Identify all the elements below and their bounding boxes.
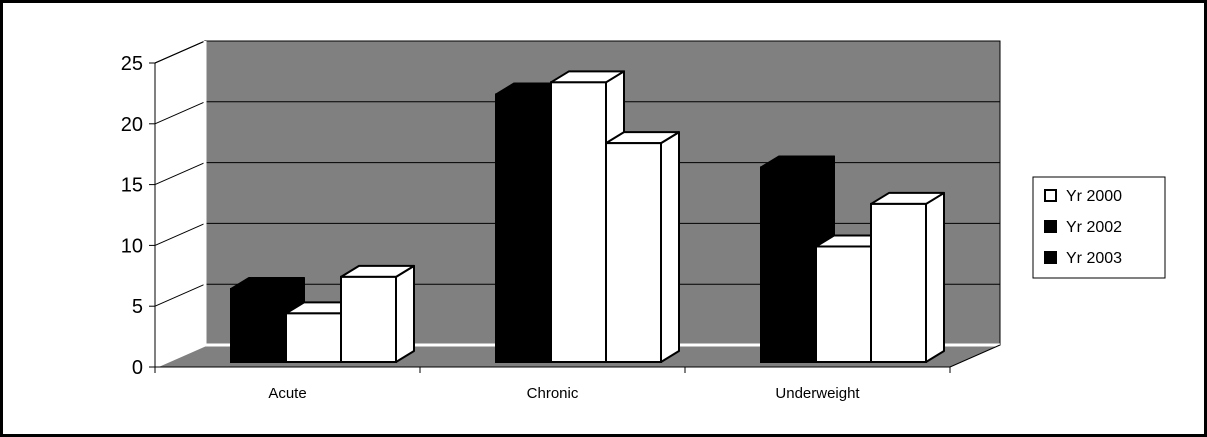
bar-front [605, 142, 662, 363]
floor-right-edge [949, 344, 1001, 368]
bar-front [230, 288, 287, 364]
legend: Yr 2000 Yr 2002 Yr 2003 [1032, 176, 1166, 279]
legend-label: Yr 2003 [1066, 250, 1122, 267]
gridline-side [154, 101, 206, 125]
bar-side [925, 191, 945, 363]
bar-side [395, 264, 415, 363]
legend-swatch [1044, 251, 1057, 264]
bar [605, 131, 680, 363]
bar [340, 264, 415, 364]
floor-left-edge [154, 343, 206, 369]
y-tick-label: 0 [132, 357, 143, 379]
legend-swatch [1044, 220, 1057, 233]
y-tick-label: 25 [121, 53, 143, 75]
bar-front [815, 245, 872, 363]
x-tick-label: Chronic [527, 385, 579, 402]
x-tick-label: Acute [268, 385, 306, 402]
y-tick-label: 15 [121, 175, 143, 197]
y-tick-label: 20 [121, 114, 143, 136]
legend-label: Yr 2002 [1066, 219, 1122, 236]
bar [870, 191, 945, 363]
bar-front [340, 275, 397, 364]
gridline-side [154, 40, 206, 64]
bar-front [550, 81, 607, 363]
legend-swatch [1044, 189, 1057, 202]
x-tick-label: Underweight [775, 385, 860, 402]
legend-label: Yr 2000 [1066, 188, 1122, 205]
bar-front [285, 312, 342, 363]
bar-side [660, 131, 680, 363]
bar-front [870, 202, 927, 363]
gridline-side [154, 162, 206, 186]
y-tick-label: 5 [132, 296, 143, 318]
bar-front [495, 93, 552, 363]
gridline-side [154, 222, 206, 246]
gridline-side [154, 283, 206, 307]
bar-front [760, 166, 817, 363]
side-wall [154, 40, 206, 368]
y-tick-label: 10 [121, 235, 143, 257]
